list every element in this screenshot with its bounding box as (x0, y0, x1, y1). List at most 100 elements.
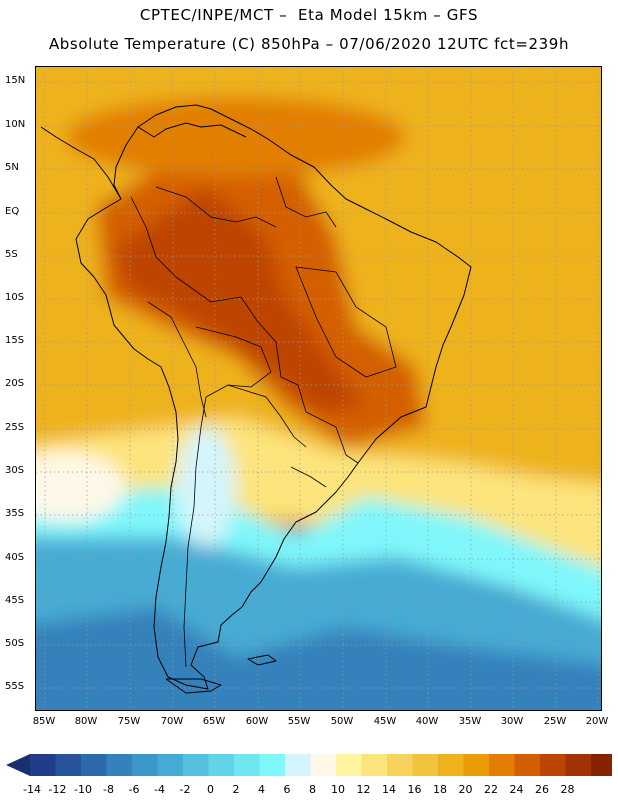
lon-label-70w: 70W (160, 716, 184, 727)
lat-label-10s: 10S (5, 292, 25, 303)
map-title-line-1: CPTEC/INPE/MCT – Eta Model 15km – GFS (139, 6, 479, 24)
lat-label-50s: 50S (5, 638, 25, 649)
lon-label-55w: 55W (287, 716, 311, 727)
temperature-map[interactable] (35, 66, 602, 711)
colorbar-label: -12 (48, 783, 67, 796)
lat-label-20s: 20S (5, 378, 25, 389)
colorbar-swatch (591, 754, 612, 776)
lat-label-eq: EQ (5, 206, 20, 217)
colorbar-swatch (336, 754, 362, 776)
argentina-chile-border (183, 396, 207, 668)
colorbar-swatch (540, 754, 566, 776)
paraguay-border (227, 384, 307, 448)
lon-label-20w: 20W (585, 716, 609, 727)
country-borders (130, 176, 397, 668)
colorbar-swatch (514, 754, 541, 776)
temperature-field (36, 67, 601, 710)
colorbar-swatch (183, 754, 209, 776)
colorbar-label: 14 (382, 783, 396, 796)
lon-label-60w: 60W (245, 716, 269, 727)
lon-label-50w: 50W (330, 716, 354, 727)
lat-label-5n: 5N (5, 162, 19, 173)
lat-label-15s: 15S (5, 335, 25, 346)
colorbar-swatch (412, 754, 439, 776)
field-pacific-cool (36, 452, 126, 522)
colorbar-swatch (310, 754, 337, 776)
colorbar-swatch (259, 754, 286, 776)
lat-label-40s: 40S (5, 552, 25, 563)
caribbean-coast (137, 122, 247, 138)
central-america-coastline (40, 126, 122, 200)
lat-label-55s: 55S (5, 681, 25, 692)
lon-label-25w: 25W (543, 716, 567, 727)
colorbar-label: 0 (207, 783, 214, 796)
south-america-coastline (75, 104, 472, 690)
field-amazon-warm (66, 97, 406, 177)
colombia-border (130, 196, 177, 278)
colorbar-label: 4 (258, 783, 265, 796)
colorbar-label: -4 (154, 783, 165, 796)
colorbar-swatch (234, 754, 260, 776)
lon-label-85w: 85W (32, 716, 56, 727)
colorbar-swatch (361, 754, 388, 776)
lon-label-45w: 45W (373, 716, 397, 727)
colorbar-swatch (463, 754, 490, 776)
guianas-border (275, 176, 337, 228)
colorbar-low-arrow (6, 754, 30, 776)
colorbar-label: -2 (179, 783, 191, 796)
colorbar-label: 18 (433, 783, 447, 796)
brazil-border (175, 276, 359, 464)
colorbar-swatch (81, 754, 107, 776)
colorbar-label: 16 (407, 783, 422, 796)
field-andes-cool (176, 427, 236, 547)
colorbar-swatch (106, 754, 133, 776)
lon-label-75w: 75W (117, 716, 141, 727)
colorbar-swatch (285, 754, 311, 776)
colorbar-label: 20 (458, 783, 473, 796)
lat-label-10n: 10N (5, 119, 26, 130)
colorbar-label: -10 (74, 783, 92, 796)
graticule (36, 67, 601, 710)
colorbar-swatch (387, 754, 413, 776)
colorbar-label: 12 (356, 783, 371, 796)
tierra-del-fuego (165, 678, 222, 694)
colorbar-swatch (208, 754, 235, 776)
lon-label-80w: 80W (74, 716, 98, 727)
colorbar-swatch (565, 754, 592, 776)
colorbar-swatch (438, 754, 464, 776)
colorbar-swatch (132, 754, 158, 776)
lon-label-30w: 30W (500, 716, 524, 727)
colorbar-label: 2 (232, 783, 240, 796)
andes-border (147, 301, 207, 418)
field-cold-front (36, 487, 601, 619)
falklands (247, 654, 277, 666)
field-deep-cold (36, 607, 601, 710)
colorbar-swatch (489, 754, 515, 776)
coastlines (40, 104, 472, 694)
colorbar-swatch (55, 754, 82, 776)
brazil-states (295, 266, 397, 378)
colorbar-label: -8 (103, 783, 114, 796)
colorbar-label: 24 (509, 783, 524, 796)
lon-label-65w: 65W (202, 716, 226, 727)
field-hottest (116, 187, 366, 412)
lat-label-15n: 15N (5, 75, 26, 86)
colorbar-label: 6 (283, 783, 291, 796)
temperature-colorbar (6, 754, 612, 776)
colorbar-label: 8 (309, 783, 316, 796)
uruguay-border (290, 466, 327, 488)
map-title-line-2: Absolute Temperature (C) 850hPa – 07/06/… (48, 35, 570, 53)
colorbar-label: -14 (23, 783, 41, 796)
colorbar-label: 22 (484, 783, 498, 796)
colorbar-swatch (157, 754, 184, 776)
lat-label-30s: 30S (5, 465, 25, 476)
colorbar-label: 26 (535, 783, 549, 796)
colorbar-label: 10 (331, 783, 345, 796)
colorbar-label: -6 (128, 783, 140, 796)
lon-label-40w: 40W (415, 716, 439, 727)
colorbar-label: 28 (560, 783, 575, 796)
colorbar-swatch (30, 754, 56, 776)
lon-label-35w: 35W (458, 716, 482, 727)
venezuela-border (155, 186, 277, 228)
lat-label-25s: 25S (5, 422, 25, 433)
